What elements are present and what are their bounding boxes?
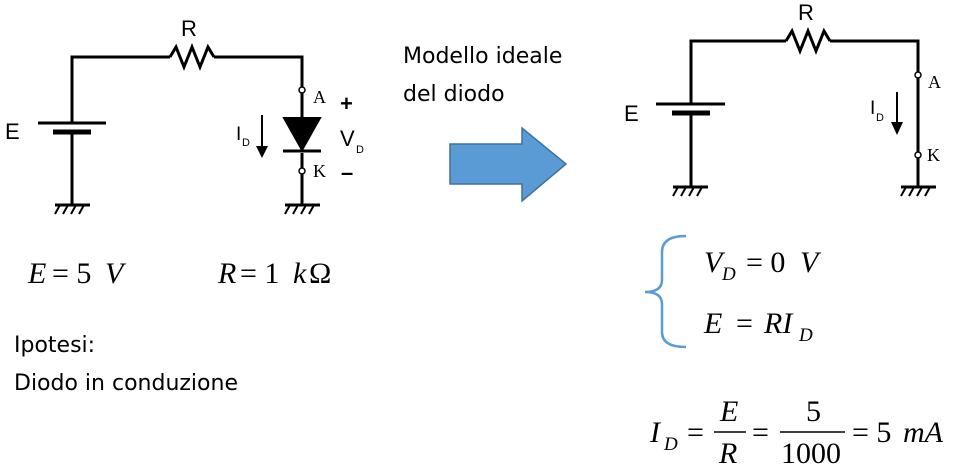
left-resistor [168, 42, 216, 72]
left-node-k [298, 167, 306, 175]
transition-arrow-icon [449, 126, 568, 203]
right-resistor-label: R [798, 0, 814, 25]
minus-sign: – [341, 160, 353, 185]
result-i-sub: D [663, 434, 678, 455]
e-value-rhs: = 5 [52, 257, 91, 290]
eq2-ri: RI [763, 307, 794, 340]
eq2-sub: D [798, 325, 813, 346]
e-value-lhs: E [27, 257, 46, 290]
frac1-num: E [719, 395, 738, 428]
left-ground-2 [284, 203, 320, 215]
right-node-k-label: K [927, 145, 940, 165]
frac1-den: R [718, 437, 737, 470]
eq2-e: E [703, 307, 722, 340]
system-brace [644, 234, 687, 349]
left-wire-top-left [70, 55, 170, 123]
right-node-a [914, 71, 922, 79]
eq1-v-sub: D [721, 264, 736, 285]
eq1-rhs: = 0 [746, 246, 785, 279]
right-node-a-label: A [928, 72, 941, 92]
e-value-unit: V [105, 257, 127, 290]
result-eq-1: = [687, 416, 704, 449]
diode-voltage-sub: D [356, 144, 364, 156]
right-current-arrowhead [891, 122, 903, 135]
left-current-label: I [236, 124, 241, 145]
eq1-unit: V [800, 246, 822, 279]
left-current-arrowhead [256, 146, 268, 158]
transition-line-1: Modello ideale [403, 44, 562, 69]
hypothesis-text: Diodo in conduzione [14, 371, 238, 396]
result-unit: mA [903, 416, 944, 449]
left-node-k-label: K [313, 161, 326, 181]
right-source-label: E [624, 101, 639, 126]
left-node-a-label: A [313, 87, 326, 107]
transition-line-2: del diodo [403, 82, 505, 107]
diode-voltage-label: V [340, 126, 355, 151]
r-value-unit-k: k [293, 257, 307, 290]
left-circuit [38, 42, 320, 215]
left-resistor-label: R [181, 16, 197, 41]
left-current-sub: D [242, 137, 250, 149]
right-current-label: I [870, 98, 875, 119]
left-wire-top-right [214, 55, 304, 87]
diode-triangle [282, 117, 322, 153]
result-value: = 5 [852, 416, 891, 449]
r-value-unit-ohm: Ω [309, 257, 331, 290]
right-resistor [784, 26, 832, 56]
frac2-den: 1000 [781, 437, 841, 470]
r-value-lhs: R [217, 257, 236, 290]
hypothesis-title: Ipotesi: [14, 333, 95, 358]
eq1-v: V [704, 246, 726, 279]
left-node-a [298, 86, 306, 94]
r-value-rhs: = 1 [240, 257, 279, 290]
result-eq-2: = [752, 416, 769, 449]
eq2-eq: = [736, 307, 753, 340]
right-node-k [914, 151, 922, 159]
right-current-sub: D [876, 112, 884, 124]
right-wire-top-right [830, 39, 920, 72]
right-circuit [656, 26, 936, 197]
right-ground-2 [900, 185, 936, 197]
plus-sign: + [340, 91, 353, 116]
right-wire-top-left [689, 39, 786, 104]
right-ground-1 [672, 185, 708, 197]
frac2-num: 5 [806, 395, 821, 428]
result-i: I [649, 416, 662, 449]
left-source-label: E [5, 119, 20, 144]
left-ground-1 [54, 203, 90, 215]
